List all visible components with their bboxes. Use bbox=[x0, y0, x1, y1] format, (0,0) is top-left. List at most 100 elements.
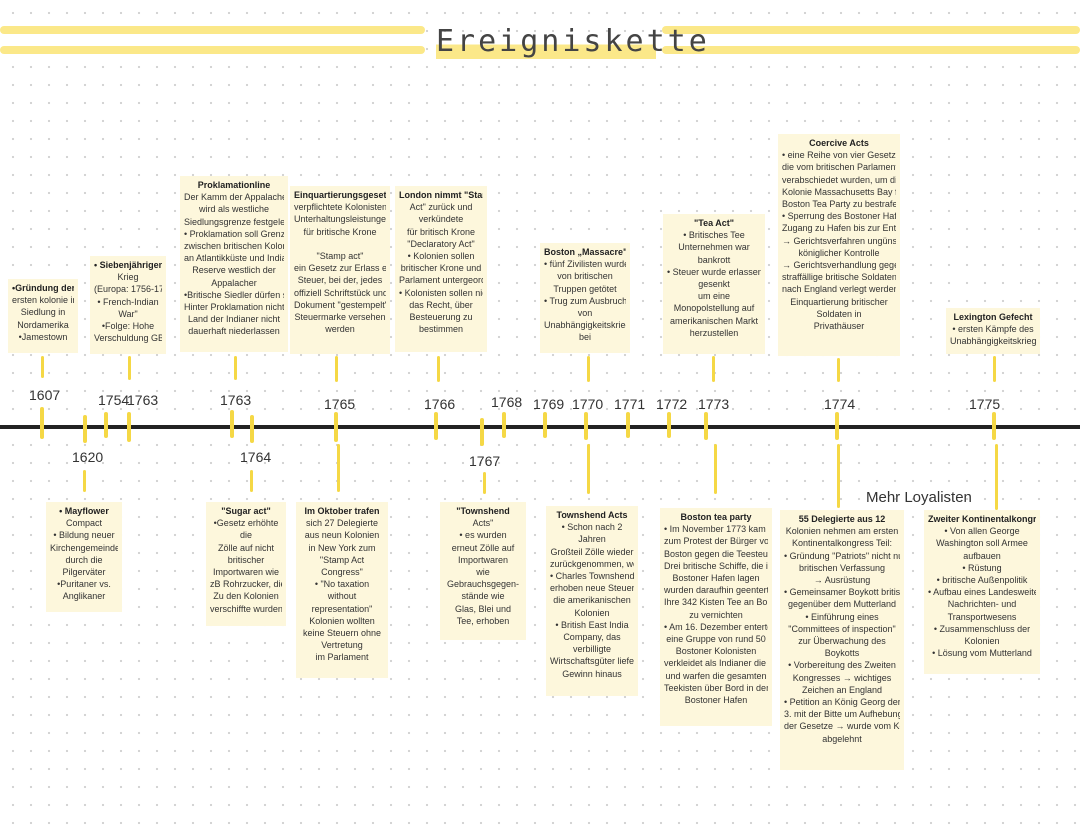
note-line: königlicher Kontrolle bbox=[798, 247, 880, 258]
note-line: • Vorbereitung des Zweiten bbox=[788, 660, 896, 671]
year-label-1773: 1773 bbox=[698, 396, 730, 412]
note-line: Transportwesens bbox=[947, 611, 1017, 622]
note-line: Parlament untergeordnet bbox=[399, 275, 483, 286]
stem-1763 bbox=[234, 356, 237, 380]
note-line: "Committees of inspection" bbox=[788, 623, 896, 634]
note-line: eine Gruppe von rund 50 bbox=[666, 634, 766, 645]
note-line: •Britische Siedler dürfen sich bbox=[184, 289, 284, 300]
year-label-1768: 1768 bbox=[491, 394, 523, 410]
note-line: Zeichen an England bbox=[801, 684, 883, 695]
year-label-1774: 1774 bbox=[824, 396, 856, 412]
note-line: "Tea Act" bbox=[693, 218, 735, 228]
year-label-1764: 1764 bbox=[240, 449, 272, 465]
note-line: Zölle auf nicht bbox=[217, 542, 275, 553]
note-line: von britischen bbox=[557, 271, 613, 282]
note-line: Unternehmen war bbox=[678, 242, 750, 253]
note-line: Monopolstellung auf bbox=[673, 303, 755, 314]
year-label-1772: 1772 bbox=[656, 396, 688, 412]
note-line: Boston gegen die Teesteuer bbox=[664, 548, 768, 559]
note-line: stände wie bbox=[461, 591, 505, 602]
note-line: in New York zum bbox=[308, 542, 376, 553]
note-line: Tee, erhoben bbox=[456, 615, 510, 626]
note-line: Privathäuser bbox=[813, 321, 865, 332]
stem-1620 bbox=[83, 470, 86, 492]
note-line: War" bbox=[118, 308, 138, 319]
note-line: Acts" bbox=[472, 518, 494, 529]
note-1766-declaratory-act: London nimmt "Stamp Act" zurück undverkün… bbox=[395, 186, 487, 352]
note-line: → Gerichtsverfahren ungünstiger bbox=[782, 235, 896, 246]
note-line: Steuer, bei der, jedes bbox=[297, 275, 383, 286]
note-line: verbilligte bbox=[572, 644, 612, 655]
tick-1763a bbox=[127, 412, 131, 442]
year-label-1766: 1766 bbox=[424, 396, 456, 412]
note-line: Siedlung in bbox=[20, 307, 66, 318]
note-line: Wirtschaftsgüter lieferte bbox=[550, 656, 634, 667]
note-line: Pilgerväter bbox=[62, 567, 106, 578]
note-line: der Gesetze → wurde vom König bbox=[784, 721, 900, 732]
stem-1770b bbox=[587, 444, 590, 494]
note-line: Krieg bbox=[117, 272, 139, 283]
note-line: Unabhängigkeitskrieges bbox=[950, 336, 1036, 347]
note-line: erneut Zölle auf bbox=[451, 542, 515, 553]
note-1773-tea-act: "Tea Act" • Britisches Tee Unternehmen war… bbox=[663, 214, 765, 354]
note-line: Kolonie Massachusetts Bay für die bbox=[782, 186, 896, 197]
page-title: Ereigniskette bbox=[436, 18, 707, 66]
tick-1774 bbox=[835, 412, 839, 440]
note-line: Siedlungsgrenze festgelegt bbox=[184, 216, 284, 227]
note-line: Act" zurück und bbox=[409, 202, 473, 213]
note-line: verabschiedet wurden, um die bbox=[782, 174, 896, 185]
note-line: • Von allen George bbox=[944, 526, 1020, 537]
note-line: •Gesetz erhöhte bbox=[213, 518, 279, 529]
subheading-mehr-loyalisten: Mehr Loyalisten bbox=[866, 489, 972, 506]
year-label-1771: 1771 bbox=[614, 396, 646, 412]
note-line: • Gemeinsamer Boykott britischer bbox=[784, 587, 900, 598]
note-line: Washington soll Armee bbox=[936, 538, 1028, 549]
tick-1771 bbox=[626, 412, 630, 438]
note-line bbox=[294, 238, 386, 250]
note-line: Boykotts bbox=[824, 648, 860, 659]
note-line: offiziell Schriftstück und bbox=[294, 287, 386, 298]
note-line: zB Rohrzucker, die bbox=[210, 579, 282, 590]
note-line: Vertretung bbox=[321, 640, 363, 651]
note-line: • Proklamation soll Grenze bbox=[184, 228, 284, 239]
note-line: Kirchengemeinden bbox=[50, 542, 118, 553]
note-line: • Rüstung bbox=[962, 562, 1002, 573]
note-1773-boston-tea-party: Boston tea party • Im November 1773 kam e… bbox=[660, 508, 772, 726]
note-line: • British East India bbox=[555, 619, 629, 630]
note-line: • Gründung "Patriots" nicht nur bbox=[784, 550, 900, 561]
note-line: das Recht, über bbox=[409, 299, 473, 310]
note-line: Boston „Massacre" bbox=[544, 247, 626, 257]
year-label-1607: 1607 bbox=[29, 387, 61, 403]
note-line: •Gründung der bbox=[12, 283, 74, 293]
note-line: ein Gesetz zur Erlass einer bbox=[294, 263, 386, 274]
stem-1774 bbox=[837, 358, 840, 382]
note-line: • Am 16. Dezember enterte bbox=[664, 621, 768, 632]
note-line: • Einführung eines bbox=[805, 611, 879, 622]
note-line: Bostoner Hafen lagen bbox=[672, 573, 760, 584]
note-line: • Steuer wurde erlassen bbox=[667, 266, 761, 277]
note-line: aus neun Kolonien bbox=[304, 530, 380, 541]
note-line: • "No taxation bbox=[314, 579, 370, 590]
note-line: abgelehnt bbox=[822, 733, 862, 744]
note-line: Zweiter Kontinentalkongress bbox=[928, 514, 1036, 524]
note-line: • Lösung vom Mutterland bbox=[932, 648, 1032, 659]
note-line: Drei britische Schiffe, die im bbox=[664, 560, 768, 571]
note-line: dauerhaft niederlassen bbox=[188, 326, 280, 337]
stem-1773b bbox=[714, 444, 717, 494]
note-line: representation" bbox=[311, 603, 373, 614]
note-line: Coercive Acts bbox=[809, 138, 869, 148]
note-line: britischer Krone und bbox=[400, 263, 482, 274]
note-line: die bbox=[239, 530, 252, 541]
note-line: Proklamationline bbox=[197, 180, 271, 190]
note-line: Unabhängigkeitskrieg bbox=[544, 320, 626, 331]
year-label-1775: 1775 bbox=[969, 396, 1001, 412]
note-line: • Kolonien sollen bbox=[407, 251, 475, 262]
note-line: Kolonien nehmen am ersten bbox=[785, 526, 899, 537]
note-line: Großteil Zölle wieder bbox=[550, 546, 634, 557]
note-line: Reserve westlich der bbox=[192, 265, 276, 276]
note-line: Kolonien bbox=[964, 636, 1000, 647]
note-line: • Sperrung des Bostoner Hafens → bbox=[782, 211, 896, 222]
note-line: zum Protest der Bürger von bbox=[664, 536, 768, 547]
note-line: gesenkt bbox=[698, 279, 730, 290]
header-stripe-right-bottom bbox=[662, 46, 1080, 54]
